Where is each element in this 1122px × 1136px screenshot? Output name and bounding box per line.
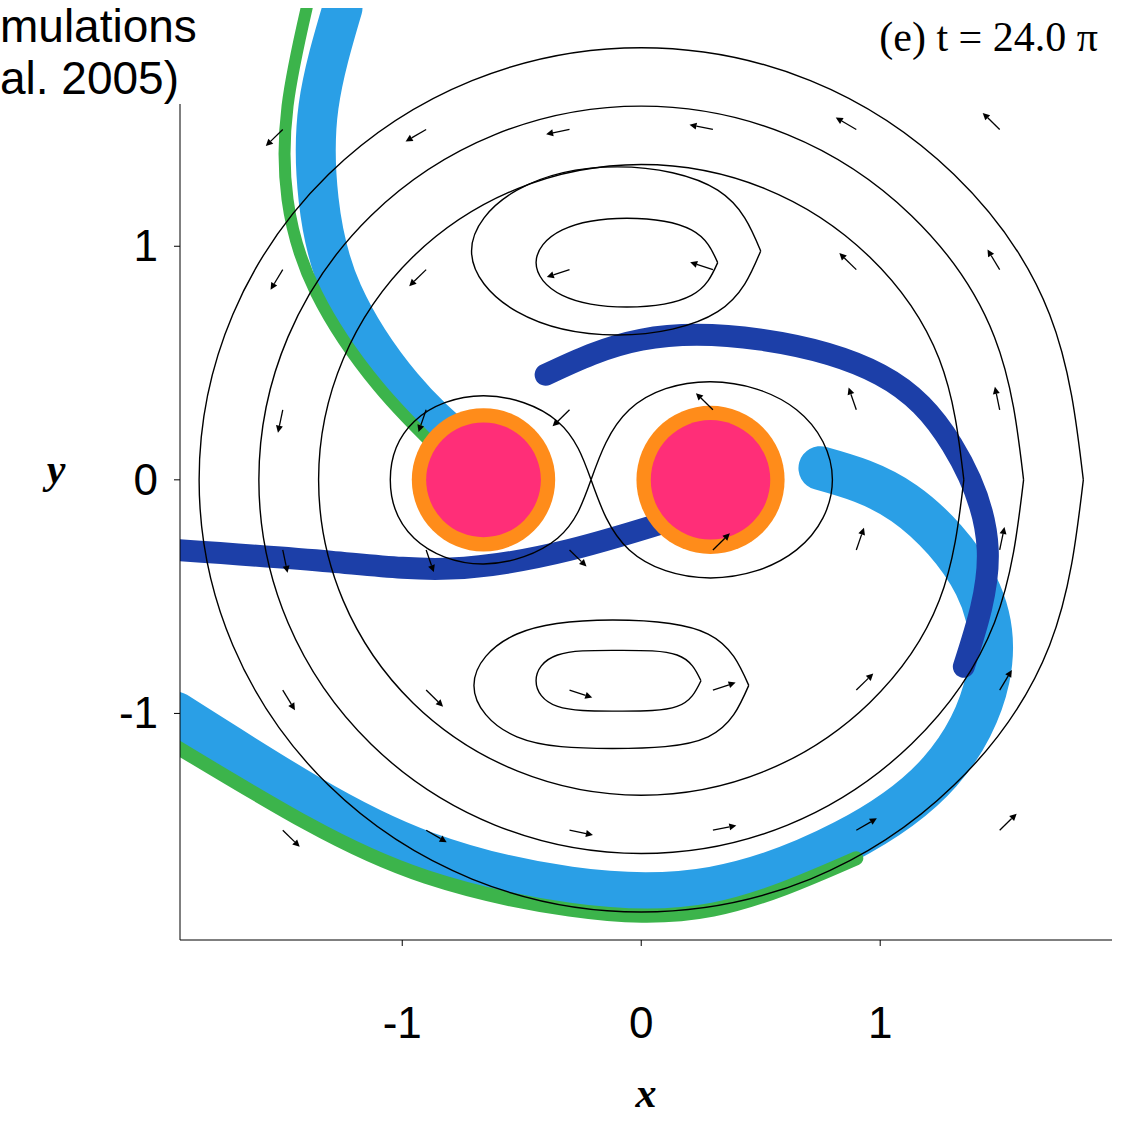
html-text:mulations: mulations [0, 0, 197, 52]
html-text:x: x [635, 1070, 657, 1116]
html-text:al. 2005): al. 2005) [0, 52, 179, 104]
html-text:(e) t = 24.0 π: (e) t = 24.0 π [879, 14, 1098, 60]
html-text:y: y [46, 446, 66, 492]
svg-text:1: 1 [868, 998, 892, 1047]
svg-text:1: 1 [134, 221, 158, 270]
svg-text:0: 0 [134, 455, 158, 504]
svg-text:-1: -1 [119, 688, 158, 737]
svg-text:0: 0 [629, 998, 653, 1047]
svg-text:-1: -1 [383, 998, 422, 1047]
